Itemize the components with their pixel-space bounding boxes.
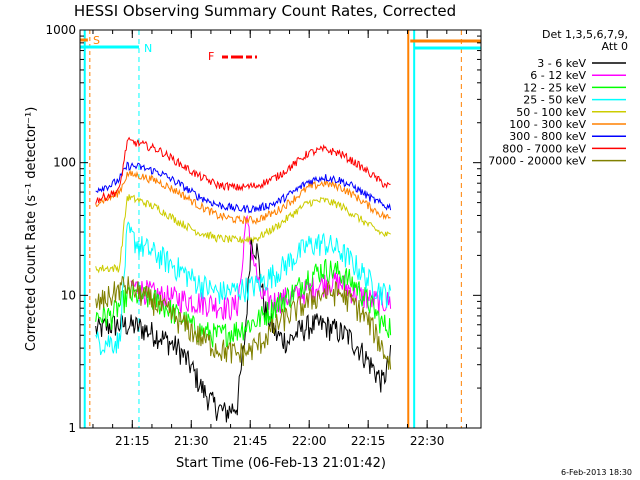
- series-line-7: [95, 136, 391, 204]
- legend-label-0: 3 - 6 keV: [537, 57, 586, 70]
- legend-label-5: 100 - 300 keV: [509, 118, 586, 131]
- y-tick-label-0: 1: [68, 421, 76, 435]
- legend-label-2: 12 - 25 keV: [523, 81, 586, 94]
- legend-label-8: 7000 - 20000 keV: [488, 155, 586, 168]
- x-tick-label-4: 22:15: [351, 434, 386, 448]
- series-line-2: [95, 258, 392, 348]
- y-tick-label-1: 10: [61, 288, 76, 302]
- f-marker-label: F: [208, 50, 214, 63]
- series-line-3: [95, 221, 392, 356]
- plot-frame: [79, 29, 482, 429]
- y-axis: 1 10 100 1000: [45, 23, 481, 435]
- series-line-0: [95, 237, 392, 423]
- s-marker-label: S: [93, 34, 100, 47]
- legend-header-line2: Att 0: [602, 40, 628, 53]
- legend-label-7: 800 - 7000 keV: [502, 142, 586, 155]
- y-tick-label-3: 1000: [45, 23, 76, 37]
- x-axis-label: Start Time (06-Feb-13 21:01:42): [176, 456, 386, 471]
- legend-label-4: 50 - 100 keV: [516, 106, 586, 119]
- x-tick-label-0: 21:15: [115, 434, 150, 448]
- n-marker-label: N: [144, 42, 152, 55]
- x-tick-label-1: 21:30: [174, 434, 209, 448]
- x-tick-label-5: 22:30: [410, 434, 445, 448]
- x-tick-label-3: 22:00: [292, 434, 327, 448]
- series-line-6: [95, 161, 392, 214]
- chart-title: HESSI Observing Summary Count Rates, Cor…: [74, 2, 456, 20]
- series-line-4: [95, 194, 391, 274]
- series-line-1: [130, 214, 392, 321]
- series-line-8: [95, 275, 392, 370]
- x-axis: 21:15 21:30 21:45 22:00 22:15 22:30: [92, 30, 467, 448]
- legend-label-1: 6 - 12 keV: [530, 69, 586, 82]
- y-tick-label-2: 100: [53, 156, 76, 170]
- series-line-5: [95, 168, 391, 226]
- date-stamp: 6-Feb-2013 18:30: [561, 468, 632, 477]
- legend-label-3: 25 - 50 keV: [523, 94, 586, 107]
- plot-area: [80, 30, 481, 428]
- annotations: S N F: [93, 34, 214, 63]
- legend-header-line1: Det 1,3,5,6,7,9,: [542, 28, 628, 41]
- x-tick-label-2: 21:45: [233, 434, 268, 448]
- legend-label-6: 300 - 800 keV: [509, 130, 586, 143]
- y-axis-label: Corrected Count Rate (s⁻¹ detector⁻¹): [24, 107, 39, 352]
